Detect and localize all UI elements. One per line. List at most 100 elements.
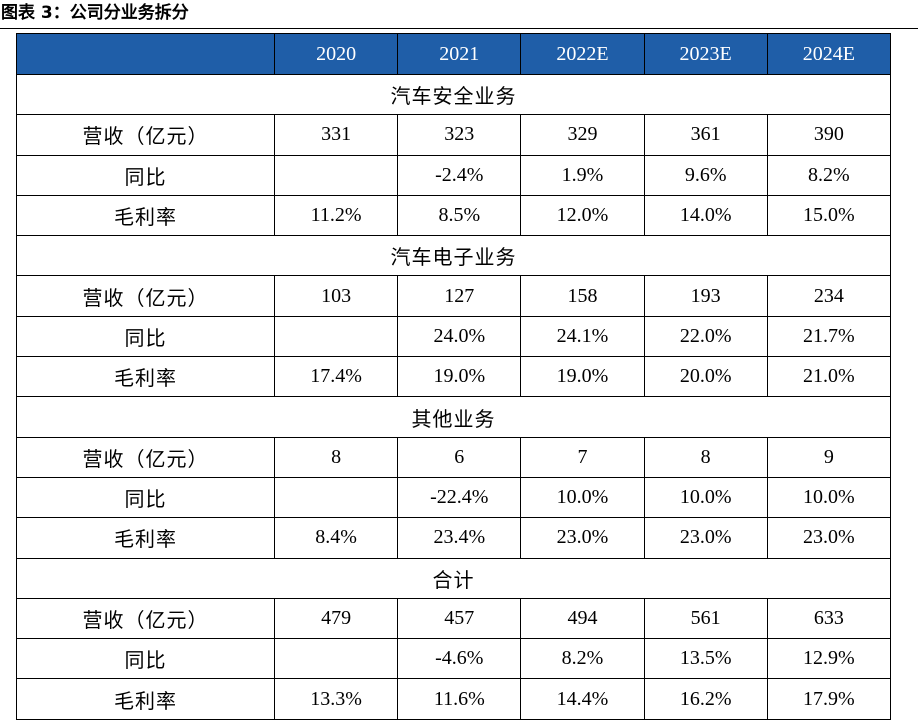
- row-label: 营收（亿元）: [16, 275, 275, 317]
- table-row: 同比 -4.6% 8.2% 13.5% 12.9%: [16, 638, 891, 680]
- value-cell: -4.6%: [397, 638, 522, 680]
- table-row: 同比 -22.4% 10.0% 10.0% 10.0%: [16, 476, 891, 519]
- section-title: 合计: [16, 557, 891, 599]
- section-header-row: 合计: [16, 557, 891, 599]
- value-cell: 234: [766, 275, 891, 317]
- value-cell: [273, 154, 399, 196]
- value-cell: 17.9%: [766, 678, 891, 720]
- value-cell: [273, 315, 399, 358]
- value-cell: 9: [766, 436, 891, 478]
- row-label: 同比: [16, 638, 275, 680]
- value-cell: 23.0%: [520, 517, 645, 559]
- value-cell: 14.4%: [520, 678, 645, 720]
- value-cell: -2.4%: [397, 154, 522, 196]
- figure-caption: 图表 3：公司分业务拆分: [1, 3, 189, 23]
- table-row: 同比 24.0% 24.1% 22.0% 21.7%: [16, 315, 891, 358]
- value-cell: 323: [397, 114, 522, 156]
- value-cell: 633: [766, 597, 891, 640]
- value-cell: 103: [273, 275, 399, 317]
- row-label: 毛利率: [16, 356, 275, 398]
- value-cell: 479: [273, 597, 399, 640]
- value-cell: 10.0%: [643, 476, 768, 519]
- table-row: 营收（亿元） 103 127 158 193 234: [16, 275, 891, 317]
- value-cell: 11.6%: [397, 678, 522, 720]
- table-header-row: 2020 2021 2022E 2023E 2024E: [16, 33, 891, 75]
- row-label: 毛利率: [16, 678, 275, 720]
- value-cell: 17.4%: [273, 356, 399, 398]
- value-cell: -22.4%: [397, 476, 522, 519]
- value-cell: 6: [397, 436, 522, 478]
- table-row: 毛利率 8.4% 23.4% 23.0% 23.0% 23.0%: [16, 517, 891, 559]
- value-cell: 193: [643, 275, 768, 317]
- row-label: 同比: [16, 154, 275, 196]
- value-cell: 24.1%: [520, 315, 645, 358]
- value-cell: 10.0%: [766, 476, 891, 519]
- value-cell: 23.0%: [643, 517, 768, 559]
- caption-rule: [0, 28, 918, 29]
- value-cell: 20.0%: [643, 356, 768, 398]
- row-label: 同比: [16, 315, 275, 358]
- value-cell: 8.2%: [766, 154, 891, 196]
- table-row: 营收（亿元） 479 457 494 561 633: [16, 597, 891, 640]
- row-label: 同比: [16, 476, 275, 519]
- value-cell: 8.5%: [397, 194, 522, 237]
- column-header: 2023E: [643, 33, 768, 75]
- column-header: 2020: [273, 33, 399, 75]
- business-breakdown-table: 2020 2021 2022E 2023E 2024E 汽车安全业务 营收（亿元）…: [16, 33, 891, 720]
- section-header-row: 汽车电子业务: [16, 235, 891, 277]
- value-cell: 10.0%: [520, 476, 645, 519]
- table-row: 毛利率 17.4% 19.0% 19.0% 20.0% 21.0%: [16, 356, 891, 398]
- table-row: 毛利率 11.2% 8.5% 12.0% 14.0% 15.0%: [16, 194, 891, 237]
- value-cell: [273, 638, 399, 680]
- value-cell: 329: [520, 114, 645, 156]
- value-cell: 15.0%: [766, 194, 891, 237]
- value-cell: 494: [520, 597, 645, 640]
- value-cell: 16.2%: [643, 678, 768, 720]
- value-cell: 390: [766, 114, 891, 156]
- table-row: 营收（亿元） 8 6 7 8 9: [16, 436, 891, 478]
- section-title: 汽车电子业务: [16, 235, 891, 277]
- section-header-row: 其他业务: [16, 396, 891, 438]
- column-header: 2022E: [520, 33, 645, 75]
- table-body: 汽车安全业务 营收（亿元） 331 323 329 361 390 同比 -2.4% 1.9% 9.…: [16, 73, 891, 720]
- value-cell: 8: [643, 436, 768, 478]
- value-cell: 8: [273, 436, 399, 478]
- value-cell: 457: [397, 597, 522, 640]
- value-cell: 8.2%: [520, 638, 645, 680]
- column-header: 2024E: [766, 33, 891, 75]
- value-cell: 23.4%: [397, 517, 522, 559]
- value-cell: 19.0%: [520, 356, 645, 398]
- value-cell: 9.6%: [643, 154, 768, 196]
- value-cell: 24.0%: [397, 315, 522, 358]
- value-cell: [273, 476, 399, 519]
- value-cell: 13.5%: [643, 638, 768, 680]
- value-cell: 19.0%: [397, 356, 522, 398]
- section-title: 其他业务: [16, 396, 891, 438]
- value-cell: 22.0%: [643, 315, 768, 358]
- value-cell: 331: [273, 114, 399, 156]
- value-cell: 158: [520, 275, 645, 317]
- value-cell: 21.0%: [766, 356, 891, 398]
- value-cell: 11.2%: [273, 194, 399, 237]
- value-cell: 561: [643, 597, 768, 640]
- table-row: 毛利率 13.3% 11.6% 14.4% 16.2% 17.9%: [16, 678, 891, 720]
- value-cell: 127: [397, 275, 522, 317]
- table-row: 营收（亿元） 331 323 329 361 390: [16, 114, 891, 156]
- row-label: 毛利率: [16, 517, 275, 559]
- value-cell: 23.0%: [766, 517, 891, 559]
- value-cell: 1.9%: [520, 154, 645, 196]
- value-cell: 361: [643, 114, 768, 156]
- section-header-row: 汽车安全业务: [16, 73, 891, 116]
- value-cell: 21.7%: [766, 315, 891, 358]
- row-label: 营收（亿元）: [16, 597, 275, 640]
- value-cell: 8.4%: [273, 517, 399, 559]
- value-cell: 12.0%: [520, 194, 645, 237]
- column-header: 2021: [397, 33, 522, 75]
- value-cell: 7: [520, 436, 645, 478]
- header-corner-cell: [16, 33, 275, 75]
- value-cell: 12.9%: [766, 638, 891, 680]
- section-title: 汽车安全业务: [16, 73, 891, 116]
- row-label: 毛利率: [16, 194, 275, 237]
- row-label: 营收（亿元）: [16, 436, 275, 478]
- value-cell: 14.0%: [643, 194, 768, 237]
